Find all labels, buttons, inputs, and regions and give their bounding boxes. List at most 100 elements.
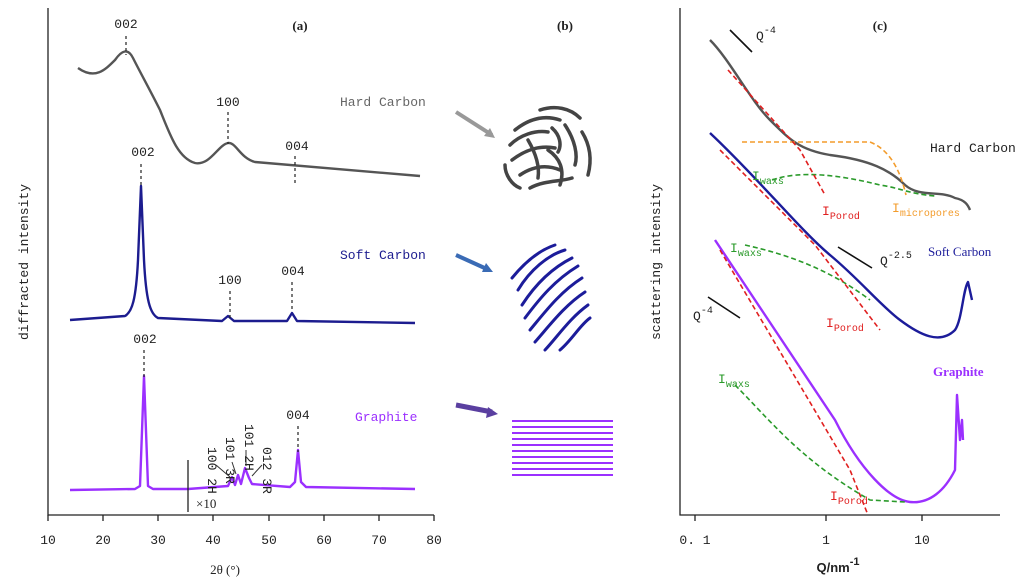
arrowhead [486,407,498,418]
label-sup: -1 [850,556,860,568]
graphite-xrd [69,374,416,492]
curve-label: Soft Carbon [340,248,426,263]
annotation: Iwaxs [752,169,784,188]
soft-carbon-xrd [69,184,416,325]
label-sub: waxs [726,380,750,391]
porod-fit [719,149,881,331]
x-tick-label: 50 [261,533,277,548]
x-tick-label: 30 [150,533,166,548]
x-axis-label: Q/nm-1 [816,556,859,575]
annotation: IPorod [822,204,860,223]
label-sub: Porod [838,496,868,508]
label-base: Q/nm [816,560,849,575]
peak-label: 004 [286,408,310,423]
label-sup: -4 [701,306,713,317]
label-sub: waxs [760,177,784,188]
annotation: Q-2.5 [880,251,912,269]
annotation: IPorod [830,489,868,508]
peak-markers [143,350,299,452]
x-tick-label: 10 [914,533,930,548]
hard-carbon-xrd [77,50,421,178]
x-tick-label: 1 [822,533,830,548]
zoom-label: ×10 [196,496,216,511]
panel-label: (c) [873,18,887,33]
label-sub: waxs [738,249,762,260]
waxs-fit [771,173,936,197]
peak-label: 004 [281,264,305,279]
micropore-fit [742,141,907,196]
label-base: Q [880,254,888,269]
annotation: Imicropores [892,201,960,220]
x-tick-label: 0. 1 [679,533,710,548]
annotations: Q-4 Q-2.5 Q-4 Iwaxs IPorod Imicropores I… [693,26,960,508]
x-tick-label: 20 [95,533,111,548]
graphite-structure [512,420,613,476]
x-axis-label: 2θ (°) [210,562,240,577]
label-base: I [752,169,760,184]
label-sup: -4 [764,26,776,37]
label-base: Q [693,309,701,324]
arrow [454,110,494,137]
minor-peak-label: 012 3R [259,447,274,494]
label-sub: Porod [830,211,860,223]
waxs-fit [734,384,906,503]
label-sup: -2.5 [888,251,912,262]
x-tick-label: 10 [40,533,56,548]
porod-fit [727,69,826,196]
minor-peak-arrows [215,450,263,478]
annotation: Q-4 [756,26,776,44]
curve-label: Hard Carbon [340,95,426,110]
label-base: I [830,489,838,504]
label-base: I [826,316,834,331]
label-base: I [822,204,830,219]
hard-carbon-structure [503,105,592,190]
x-tick-labels: 0. 1 1 10 [679,533,929,548]
arrowhead [482,263,493,272]
x-ticks [47,515,435,521]
panel-b: (b) [454,18,613,476]
x-tick-label: 40 [205,533,221,548]
annotation: Q-4 [693,306,713,324]
slope-guides [707,29,873,319]
label-base: I [718,372,726,387]
graphite-saxs [714,239,965,504]
label-base: Q [756,29,764,44]
minor-peak-label: 101 3R [222,437,237,484]
x-ticks [694,515,923,521]
x-tick-label: 60 [316,533,332,548]
annotation: IPorod [826,316,864,335]
panel-a: 10 20 30 40 50 60 70 80 2θ (°) diffracte… [17,8,442,577]
x-tick-label: 70 [371,533,387,548]
arrow [455,402,493,415]
arrow [455,253,490,272]
panel-c: 0. 1 1 10 Q/nm-1 scattering intensity (c… [649,8,1016,575]
peak-label: 002 [133,332,156,347]
peak-markers [140,164,293,318]
peak-markers [125,36,296,184]
label-sub: Porod [834,323,864,335]
peak-label: 004 [285,139,309,154]
minor-peak-label: 100 2H [204,447,219,494]
minor-peak-labels: 100 2H 101 3R 101 2H 012 3R [204,424,274,494]
panel-label: (a) [292,18,307,33]
curve-label: Hard Carbon [930,141,1016,156]
arrowhead [484,128,495,138]
axes [679,8,1000,516]
curve-label: Soft Carbon [928,244,992,259]
peak-label: 100 [216,95,239,110]
label-base: I [730,241,738,256]
x-tick-label: 80 [426,533,442,548]
panel-label: (b) [557,18,573,33]
curve-label: Graphite [355,410,417,425]
annotation: Iwaxs [730,241,762,260]
waxs-fit [744,244,871,301]
peak-label: 002 [114,17,137,32]
curve-label: Graphite [933,364,984,379]
y-axis-label: diffracted intensity [17,184,32,340]
peak-label: 002 [131,145,154,160]
x-tick-labels: 10 20 30 40 50 60 70 80 [40,533,442,548]
label-base: I [892,201,900,216]
soft-carbon-saxs [709,132,974,339]
y-axis-label: scattering intensity [649,184,664,340]
